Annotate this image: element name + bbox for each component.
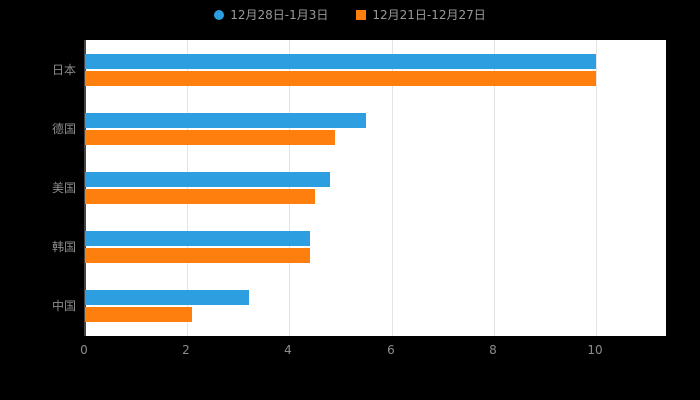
gridline <box>596 40 597 336</box>
x-tick-label-8: 8 <box>489 343 497 357</box>
bar-韩国-series1[interactable] <box>85 248 310 263</box>
gridline <box>493 40 495 336</box>
bar-美国-series1[interactable] <box>85 189 315 204</box>
category-label-德国: 德国 <box>51 122 76 136</box>
bar-中国-series0[interactable] <box>85 290 249 305</box>
x-tick-label-4: 4 <box>284 343 292 357</box>
bar-德国-series0[interactable] <box>85 113 366 128</box>
bar-德国-series1[interactable] <box>85 130 335 145</box>
bar-日本-series1[interactable] <box>85 71 596 86</box>
category-label-韩国: 韩国 <box>51 240 76 254</box>
x-tick-label-6: 6 <box>387 343 395 357</box>
category-label-日本: 日本 <box>51 63 76 77</box>
gridline <box>187 40 189 336</box>
legend-marker-square-icon <box>356 9 367 20</box>
x-tick-label-10: 10 <box>587 343 603 357</box>
gridline <box>85 40 86 336</box>
legend-label: 12月28日-1月3日 <box>230 8 329 22</box>
bar-美国-series0[interactable] <box>85 172 330 187</box>
category-label-中国: 中国 <box>51 299 76 313</box>
gridline <box>289 40 291 336</box>
category-label-美国: 美国 <box>51 181 76 195</box>
legend-item-1[interactable]: 12月21日-12月27日 <box>356 6 486 23</box>
legend-marker-circle-icon <box>214 9 225 20</box>
bar-日本-series0[interactable] <box>85 54 596 69</box>
x-tick-label-2: 2 <box>182 343 190 357</box>
plot-area <box>84 40 666 336</box>
gridline <box>391 40 393 336</box>
legend-label: 12月21日-12月27日 <box>372 8 486 22</box>
bar-韩国-series0[interactable] <box>85 231 310 246</box>
legend-item-0[interactable]: 12月28日-1月3日 <box>214 6 328 23</box>
bar-中国-series1[interactable] <box>85 307 192 322</box>
x-tick-label-0: 0 <box>80 343 88 357</box>
legend: 12月28日-1月3日 12月21日-12月27日 <box>0 6 700 23</box>
